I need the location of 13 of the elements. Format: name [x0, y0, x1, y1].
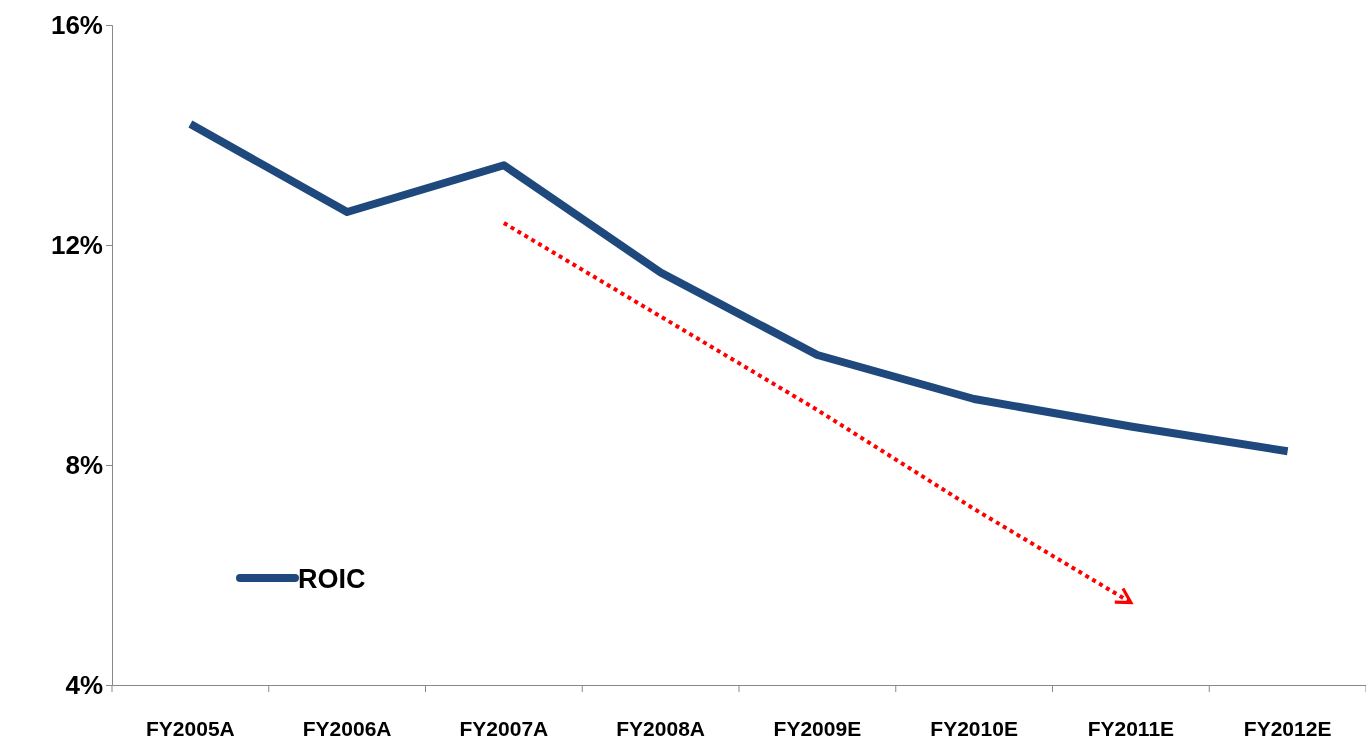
y-tick-label: 16% [50, 9, 103, 40]
x-tick-label: FY2009E [773, 716, 862, 740]
x-tick-label: FY2007A [459, 716, 549, 740]
y-tick-label: 8% [65, 449, 103, 480]
x-tick-label: FY2008A [616, 716, 705, 740]
y-tick-label: 4% [65, 669, 103, 700]
x-tick-label: FY2005A [146, 716, 235, 740]
x-tick-label: FY2011E [1087, 716, 1175, 740]
x-tick-label: FY2012E [1243, 716, 1332, 740]
legend-label: ROIC [298, 564, 366, 594]
x-tick-label: FY2006A [302, 716, 392, 740]
x-tick-label: FY2010E [930, 716, 1018, 740]
y-tick-label: 12% [50, 229, 103, 260]
